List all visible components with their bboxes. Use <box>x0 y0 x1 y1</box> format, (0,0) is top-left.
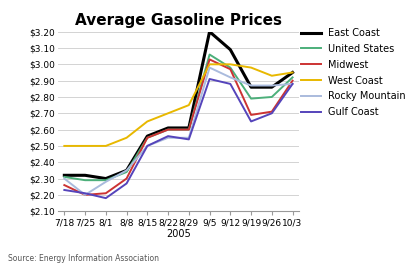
Line: West Coast: West Coast <box>64 64 293 146</box>
Midwest <box>124 177 129 180</box>
Line: Rocky Mountain: Rocky Mountain <box>64 68 293 195</box>
United States <box>103 179 108 182</box>
United States <box>83 179 88 182</box>
Midwest <box>207 58 212 61</box>
Midwest <box>83 193 88 196</box>
Line: Midwest: Midwest <box>64 59 293 195</box>
Rocky Mountain <box>124 169 129 172</box>
Rocky Mountain <box>207 66 212 69</box>
West Coast <box>103 144 108 148</box>
Gulf Coast <box>186 138 191 141</box>
Midwest <box>186 128 191 131</box>
East Coast <box>103 177 108 180</box>
Midwest <box>228 68 233 71</box>
East Coast <box>207 30 212 33</box>
East Coast <box>124 169 129 172</box>
Gulf Coast <box>207 77 212 81</box>
Rocky Mountain <box>83 193 88 196</box>
Rocky Mountain <box>249 84 254 87</box>
United States <box>166 128 171 131</box>
East Coast <box>166 126 171 130</box>
Midwest <box>290 79 295 82</box>
United States <box>124 171 129 174</box>
Gulf Coast <box>124 182 129 185</box>
Text: Source: Energy Information Association: Source: Energy Information Association <box>8 254 159 263</box>
Rocky Mountain <box>62 177 67 180</box>
Midwest <box>145 136 150 139</box>
Midwest <box>62 183 67 187</box>
Gulf Coast <box>228 82 233 86</box>
Midwest <box>269 110 274 113</box>
West Coast <box>290 71 295 74</box>
Rocky Mountain <box>186 136 191 139</box>
West Coast <box>124 136 129 139</box>
East Coast <box>228 48 233 51</box>
East Coast <box>186 126 191 130</box>
Line: Gulf Coast: Gulf Coast <box>64 79 293 198</box>
Line: United States: United States <box>64 55 293 180</box>
Gulf Coast <box>83 192 88 195</box>
United States <box>290 76 295 79</box>
Midwest <box>166 128 171 131</box>
Gulf Coast <box>290 82 295 86</box>
West Coast <box>186 103 191 107</box>
East Coast <box>62 174 67 177</box>
Rocky Mountain <box>228 76 233 79</box>
Rocky Mountain <box>269 84 274 87</box>
Title: Average Gasoline Prices: Average Gasoline Prices <box>75 13 282 28</box>
United States <box>186 128 191 131</box>
Midwest <box>103 192 108 195</box>
Gulf Coast <box>103 197 108 200</box>
Line: East Coast: East Coast <box>64 32 293 178</box>
Gulf Coast <box>269 112 274 115</box>
East Coast <box>145 135 150 138</box>
East Coast <box>249 86 254 89</box>
Midwest <box>249 113 254 116</box>
Gulf Coast <box>249 120 254 123</box>
East Coast <box>83 174 88 177</box>
Rocky Mountain <box>166 136 171 139</box>
West Coast <box>145 120 150 123</box>
West Coast <box>166 112 171 115</box>
West Coast <box>83 144 88 148</box>
United States <box>62 175 67 178</box>
United States <box>269 95 274 98</box>
Rocky Mountain <box>145 144 150 148</box>
West Coast <box>62 144 67 148</box>
West Coast <box>249 66 254 69</box>
United States <box>228 66 233 69</box>
West Coast <box>228 63 233 66</box>
Gulf Coast <box>166 135 171 138</box>
United States <box>249 97 254 100</box>
East Coast <box>290 71 295 74</box>
United States <box>145 136 150 139</box>
Legend: East Coast, United States, Midwest, West Coast, Rocky Mountain, Gulf Coast: East Coast, United States, Midwest, West… <box>301 28 406 117</box>
West Coast <box>269 74 274 77</box>
United States <box>207 53 212 56</box>
East Coast <box>269 86 274 89</box>
Gulf Coast <box>145 144 150 148</box>
West Coast <box>207 63 212 66</box>
Rocky Mountain <box>290 82 295 86</box>
Rocky Mountain <box>103 180 108 183</box>
X-axis label: 2005: 2005 <box>166 229 191 239</box>
Gulf Coast <box>62 188 67 192</box>
